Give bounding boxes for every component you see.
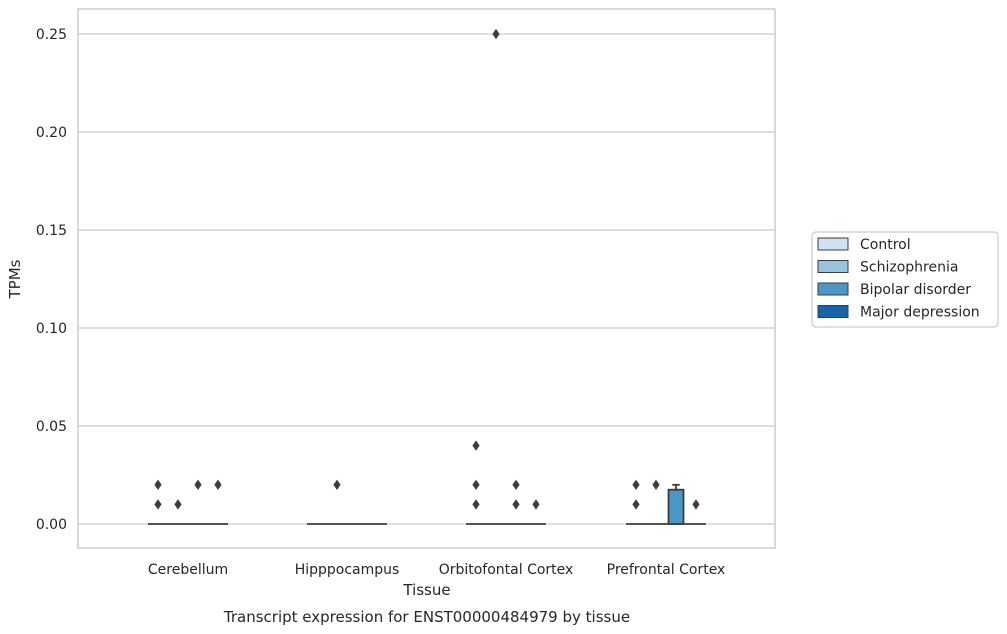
y-axis-label: TPMs [6, 259, 24, 299]
outlier-point [472, 440, 480, 451]
legend-swatch [817, 305, 849, 318]
outlier-point [492, 28, 500, 40]
plot-boxes [148, 483, 706, 525]
chart-title: Transcript expression for ENST0000048497… [223, 608, 630, 626]
x-axis: Cerebellum Hipppocampus Orbitofontal Corte… [148, 562, 725, 578]
legend-label: Control [860, 237, 911, 253]
outlier-point [214, 479, 222, 490]
legend-swatch [817, 237, 849, 251]
outlier-point [194, 479, 202, 490]
box-bipolar-disorder [667, 488, 685, 525]
outlier-point [652, 479, 660, 490]
outlier-point [154, 499, 162, 510]
legend-label: Bipolar disorder [860, 282, 971, 298]
outlier-point [632, 499, 640, 510]
y-tick-label: 0.10 [36, 321, 67, 337]
legend-frame [811, 231, 999, 328]
outlier-point [472, 479, 480, 490]
x-tick-label: Hipppocampus [295, 562, 400, 578]
y-tick-label: 0.00 [36, 517, 67, 533]
outlier-point [333, 479, 341, 490]
legend-label: Major depression [860, 305, 980, 321]
y-tick-label: 0.25 [36, 27, 67, 43]
outlier-point [532, 499, 540, 510]
outlier-point [472, 499, 480, 510]
x-tick-label: Prefrontal Cortex [607, 562, 726, 578]
legend: Control Schizophrenia Bipolar disorder Majo… [811, 231, 999, 328]
outlier-point [692, 499, 700, 510]
x-tick-label: Orbitofontal Cortex [439, 562, 574, 578]
x-tick-label: Cerebellum [148, 562, 228, 578]
y-tick-label: 0.15 [36, 223, 67, 239]
outlier-point [154, 479, 162, 490]
outlier-point [174, 499, 182, 510]
y-tick-label: 0.05 [36, 419, 67, 435]
legend-swatch [817, 282, 849, 296]
plot-frame [77, 8, 776, 549]
y-axis: 0.00 0.05 0.10 0.15 0.20 0.25 [36, 27, 67, 533]
plot-outliers [154, 28, 700, 510]
y-tick-label: 0.20 [36, 125, 67, 141]
legend-swatch [817, 260, 849, 273]
legend-label: Schizophrenia [860, 260, 958, 276]
grid-lines [78, 33, 775, 525]
x-axis-label: Tissue [402, 581, 450, 599]
outlier-point [632, 479, 640, 490]
outlier-point [512, 479, 520, 490]
outlier-point [512, 499, 520, 510]
